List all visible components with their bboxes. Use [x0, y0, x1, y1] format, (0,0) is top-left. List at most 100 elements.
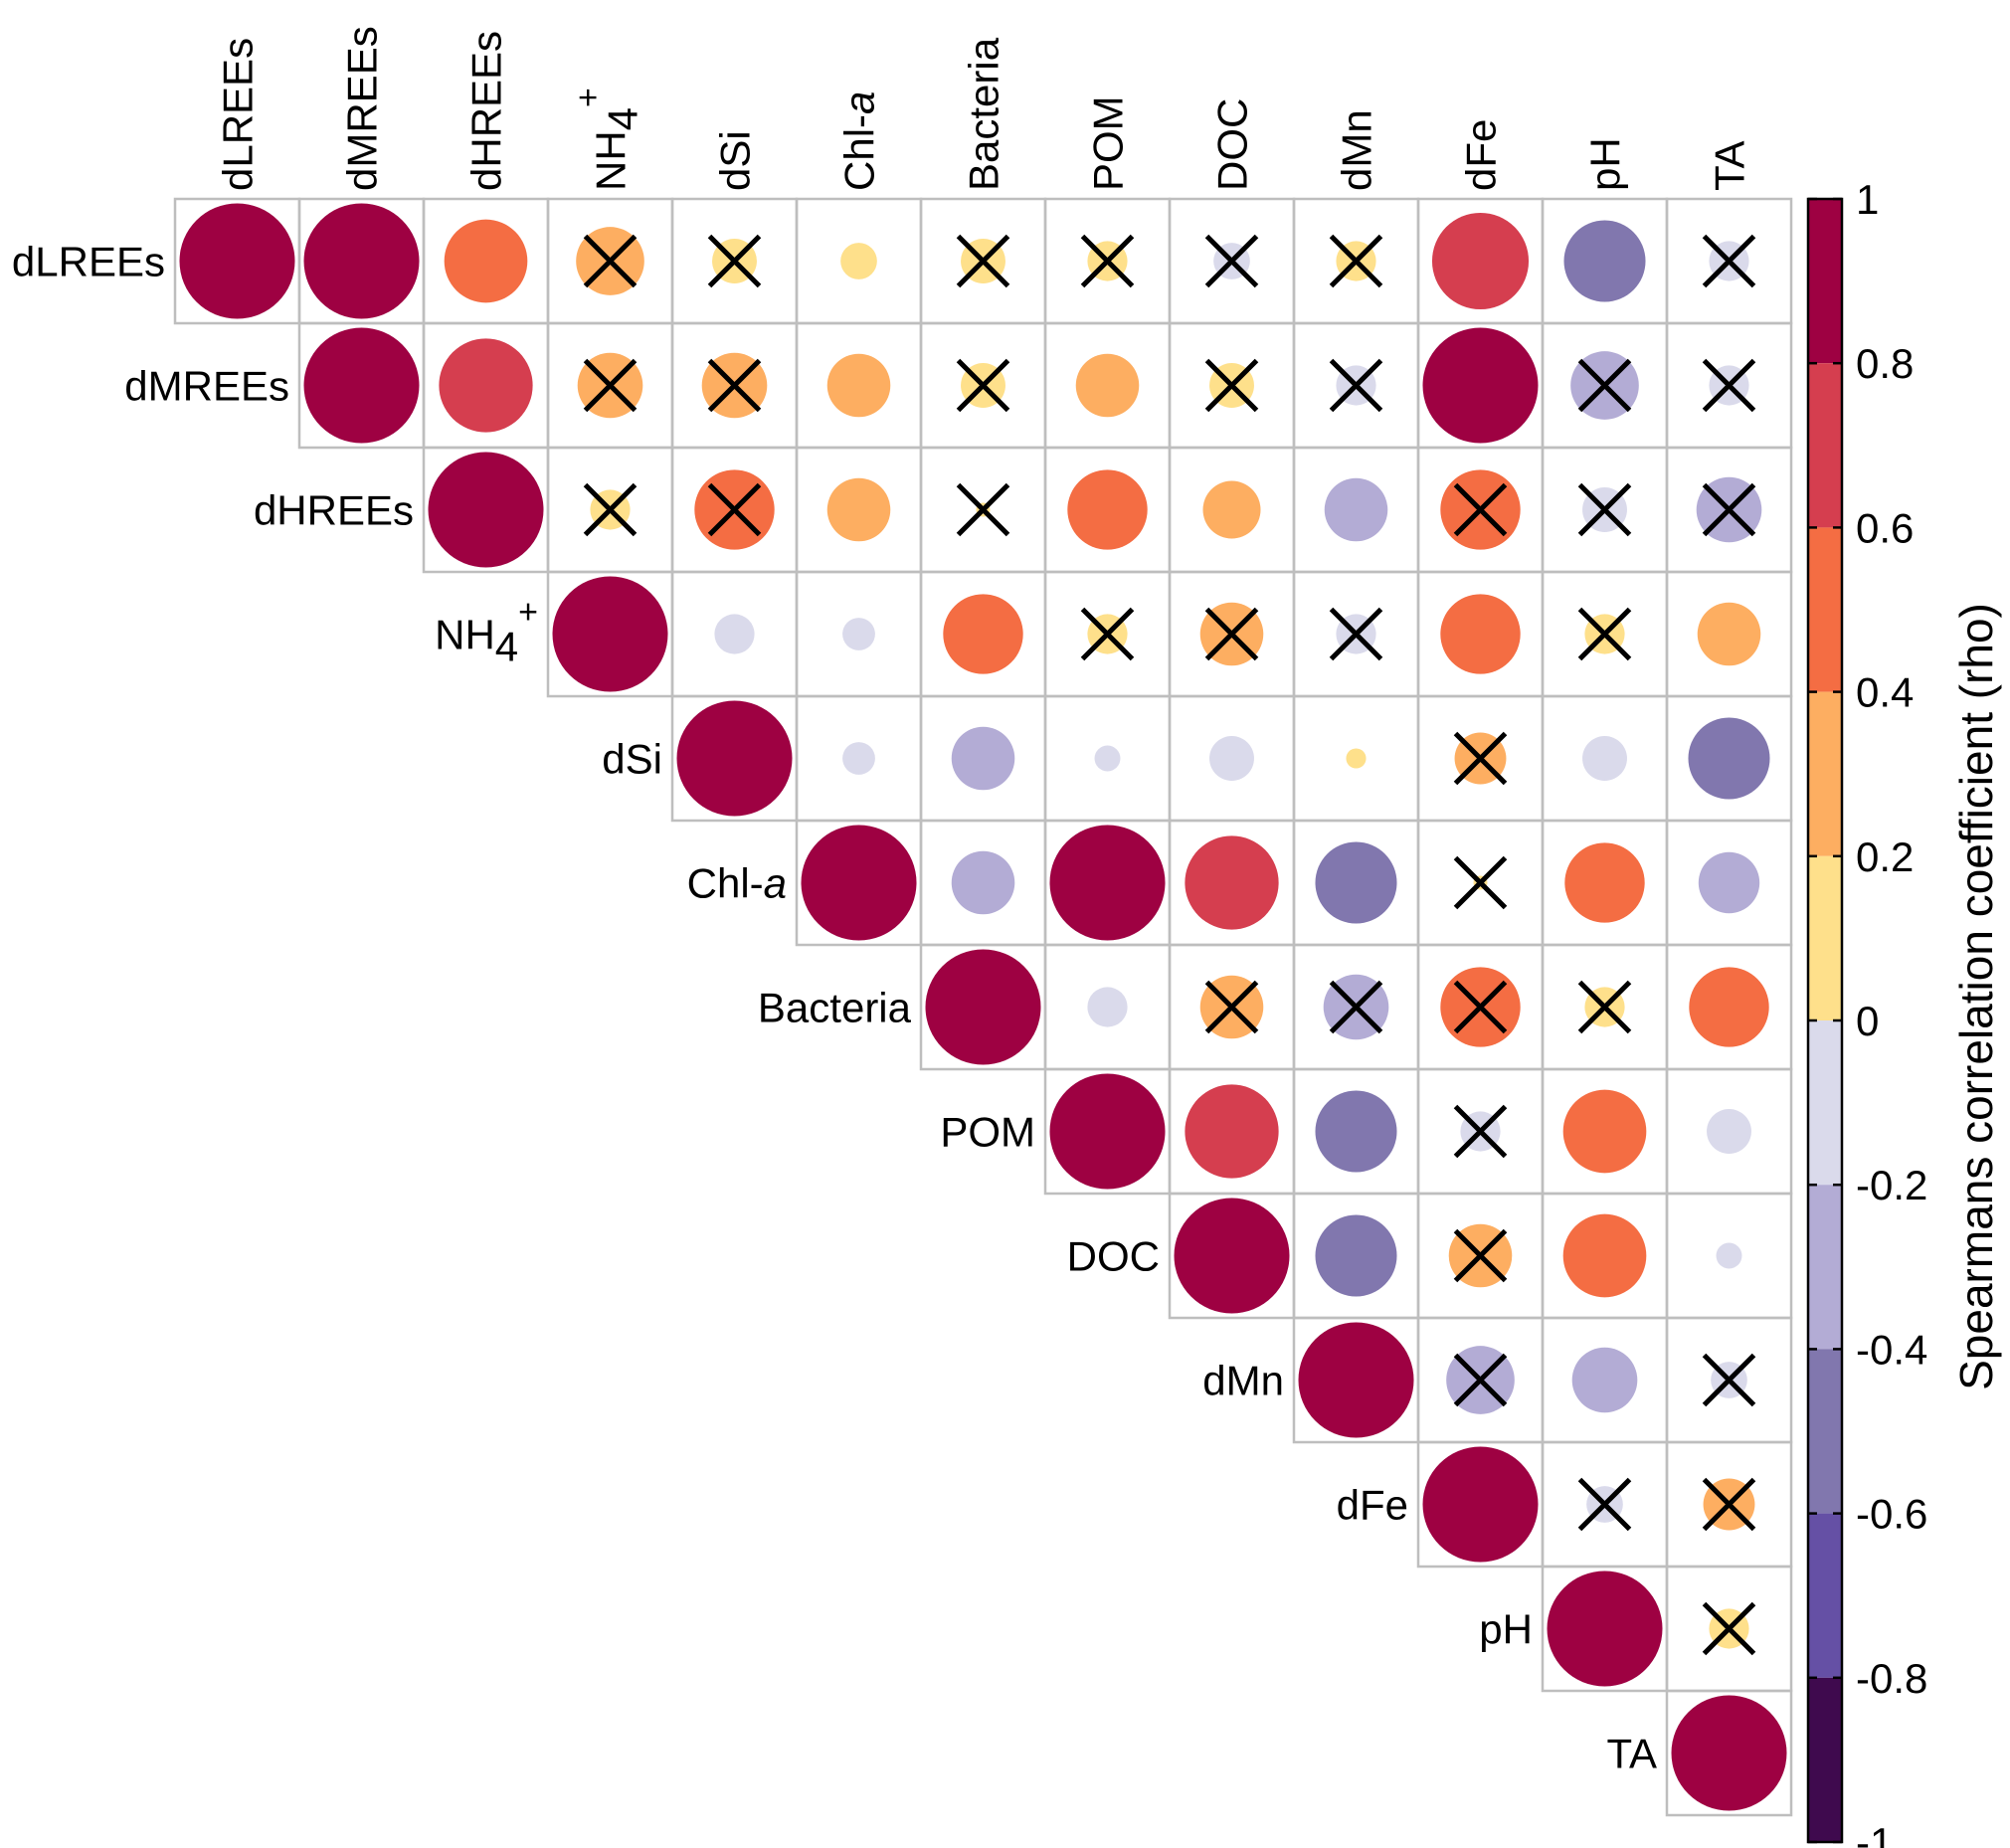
- grid-layer: [173, 197, 1793, 1817]
- corr-circle-dsi-bacteria: [951, 726, 1015, 791]
- corr-circle-dmrees-dfe: [1422, 327, 1539, 444]
- corr-circle-pom-ph: [1562, 1089, 1647, 1174]
- corr-circle-bacteria-bacteria: [925, 949, 1041, 1065]
- row-label-bacteria: Bacteria: [758, 985, 912, 1031]
- row-label-dmn: dMn: [1202, 1358, 1284, 1404]
- cross-mark-bacteria-dfe: [1453, 980, 1508, 1034]
- colorbar-tick-label: -0.2: [1856, 1162, 1927, 1208]
- row-label-doc: DOC: [1067, 1233, 1160, 1280]
- col-label-dhrees: dHREEs: [463, 31, 510, 191]
- corr-circle-pom-doc: [1185, 1084, 1279, 1179]
- colorbar-title: Spearmans correlation coefficient (rho): [1950, 603, 2002, 1390]
- col-label-dsi: dSi: [712, 130, 759, 191]
- corr-circle-doc-ph: [1562, 1213, 1647, 1298]
- col-label-dfe: dFe: [1458, 119, 1505, 191]
- corr-circle-dsi-doc: [1209, 736, 1254, 781]
- corr-circle-chl-a-dmn: [1315, 841, 1397, 924]
- cross-mark-dmn-dfe: [1453, 1353, 1508, 1407]
- corr-circle-chl-a-pom: [1049, 825, 1166, 941]
- corr-circle-doc-doc: [1174, 1198, 1290, 1314]
- colorbar-tick-label: 1: [1856, 176, 1879, 223]
- cross-mark-nh4-ph: [1577, 607, 1632, 661]
- cross-mark-dhrees-dfe: [1453, 482, 1508, 537]
- colorbar-bin: [1808, 1349, 1842, 1514]
- cross-mark-dfe-ph: [1577, 1477, 1632, 1532]
- cross-mark-dlrees-dmn: [1329, 234, 1383, 288]
- col-label-pom: POM: [1085, 95, 1132, 191]
- cross-mark-dhrees-dsi: [707, 482, 762, 537]
- col-label-ph: pH: [1582, 137, 1629, 191]
- col-label-dmrees: dMREEs: [339, 26, 386, 191]
- colorbar-tick-label: -0.4: [1856, 1326, 1927, 1373]
- corr-circle-dmrees-dmrees: [303, 327, 420, 444]
- corr-circle-dmrees-pom: [1075, 353, 1140, 418]
- corr-circle-dhrees-dmn: [1324, 477, 1388, 542]
- colorbar-tick-label: 0.2: [1856, 833, 1914, 880]
- corr-circle-bacteria-pom: [1087, 987, 1128, 1027]
- colorbar-bin: [1808, 1513, 1842, 1678]
- row-label-nh4: NH4+: [435, 594, 538, 670]
- corr-circle-dsi-ph: [1582, 736, 1627, 781]
- row-label-dfe: dFe: [1337, 1482, 1408, 1529]
- col-label-nh4: NH4+: [570, 88, 646, 191]
- cross-mark-dlrees-nh4: [583, 234, 638, 288]
- cross-mark-bacteria-ph: [1577, 980, 1632, 1034]
- colorbar-tick-label: 0.8: [1856, 340, 1914, 387]
- cross-mark-doc-dfe: [1453, 1228, 1508, 1283]
- colorbar-tick-label: -1: [1856, 1819, 1893, 1848]
- cross-mark-bacteria-dmn: [1329, 980, 1383, 1034]
- colorbar-bin: [1808, 691, 1842, 856]
- corr-circle-doc-dmn: [1315, 1214, 1397, 1297]
- row-label-ph: pH: [1479, 1606, 1533, 1653]
- cross-mark-nh4-dmn: [1329, 607, 1383, 661]
- corr-circle-dhrees-dhrees: [428, 452, 544, 568]
- colorbar-tick-label: 0: [1856, 998, 1879, 1044]
- cross-mark-dhrees-bacteria: [956, 482, 1010, 537]
- colorbar-bin: [1808, 199, 1842, 364]
- corr-circle-dlrees-dhrees: [444, 219, 528, 303]
- cross-mark-dmn-ta: [1702, 1353, 1756, 1407]
- corr-circle-dmn-dmn: [1298, 1322, 1414, 1438]
- cross-mark-dlrees-bacteria: [956, 234, 1010, 288]
- cross-mark-dmrees-dmn: [1329, 358, 1383, 413]
- cross-mark-dmrees-ph: [1577, 358, 1632, 413]
- corr-circle-ph-ph: [1547, 1571, 1663, 1687]
- row-label-dsi: dSi: [602, 736, 662, 783]
- col-label-ta: TA: [1707, 140, 1753, 191]
- cross-mark-dmrees-nh4: [583, 358, 638, 413]
- cross-mark-dmrees-dsi: [707, 358, 762, 413]
- corr-circle-chl-a-bacteria: [951, 850, 1015, 915]
- corr-circle-dlrees-dmrees: [303, 203, 420, 319]
- corr-circle-dlrees-chl-a: [840, 243, 877, 279]
- corr-circle-nh4-ta: [1697, 602, 1761, 666]
- corr-circle-dmn-ph: [1571, 1347, 1638, 1413]
- corr-circle-pom-pom: [1049, 1073, 1166, 1190]
- cross-mark-dlrees-ta: [1702, 234, 1756, 288]
- cross-mark-dhrees-nh4: [583, 482, 638, 537]
- cross-mark-nh4-pom: [1080, 607, 1135, 661]
- corr-circle-dmrees-chl-a: [826, 353, 891, 418]
- colorbar-tick-label: -0.6: [1856, 1491, 1927, 1538]
- corr-circle-nh4-chl-a: [842, 618, 875, 650]
- labels-layer: dLREEs dLREEs dMREEs dMREEs dHREEs dHREEs NH4+…: [12, 26, 1753, 1776]
- cross-mark-dfe-ta: [1702, 1477, 1756, 1532]
- corr-circle-chl-a-ph: [1564, 842, 1645, 923]
- colorbar-tick-label: 0.4: [1856, 669, 1914, 716]
- corr-circle-chl-a-doc: [1185, 835, 1279, 930]
- colorbar-bin: [1808, 527, 1842, 692]
- colorbar: 1 0.8 0.6 0.4 0.2 0 -0.2 -0.4 -0.6 -0.8 -1 Spearman…: [1806, 176, 2002, 1848]
- corr-circle-bacteria-ta: [1689, 967, 1769, 1047]
- corr-circle-dlrees-ph: [1563, 220, 1646, 302]
- col-label-bacteria: Bacteria: [961, 37, 1007, 191]
- cross-mark-dhrees-ta: [1702, 482, 1756, 537]
- cross-mark-dmrees-doc: [1204, 358, 1259, 413]
- cross-mark-nh4-doc: [1204, 607, 1259, 661]
- row-label-chl-a: Chl-a: [687, 860, 787, 907]
- col-label-chl-a: Chl-a: [836, 92, 883, 191]
- corr-circle-chl-a-ta: [1698, 851, 1760, 914]
- cross-mark-dhrees-ph: [1577, 482, 1632, 537]
- colorbar-bin: [1808, 1185, 1842, 1350]
- corr-circle-dhrees-pom: [1067, 469, 1148, 550]
- colorbar-bin: [1808, 1677, 1842, 1842]
